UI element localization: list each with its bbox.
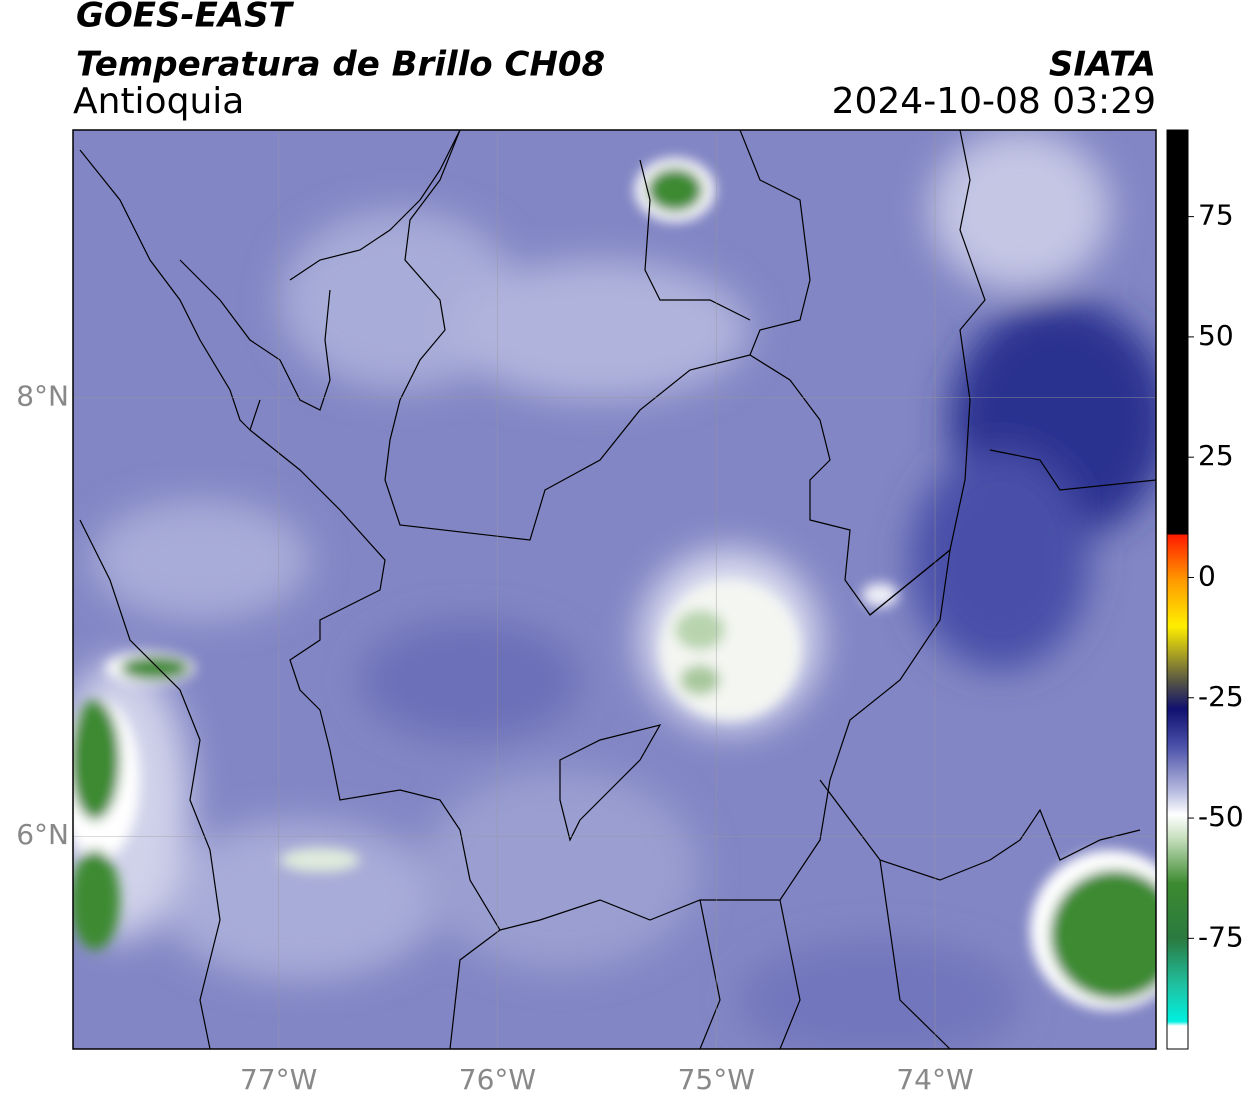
colorbar-tick-label: -50 xyxy=(1198,800,1244,833)
title: GOES-EAST xyxy=(76,0,295,36)
x-tick-label: 74°W xyxy=(896,1063,973,1096)
timestamp: 2024-10-08 03:29 xyxy=(832,81,1156,122)
colorbar-tick-label: -75 xyxy=(1198,920,1244,953)
subtitle: Temperatura de Brillo CH08 xyxy=(76,45,605,85)
grid xyxy=(73,130,1156,1049)
colorbar-tick-label: 25 xyxy=(1198,439,1234,472)
y-tick-label: 6°N xyxy=(16,818,69,851)
colorbar-tick-label: 0 xyxy=(1198,559,1216,592)
colorbar xyxy=(1166,129,1189,1050)
map-image xyxy=(73,130,1156,1049)
boundaries xyxy=(79,130,1156,1049)
colorbar-tick-label: 75 xyxy=(1198,199,1234,232)
region: Antioquia xyxy=(73,81,244,122)
colorbar-tick-label: -25 xyxy=(1198,680,1244,713)
map-frame xyxy=(72,129,1157,1050)
colorbar-tick-label: 50 xyxy=(1198,319,1234,352)
y-tick-label: 8°N xyxy=(16,380,69,413)
x-tick-label: 76°W xyxy=(459,1063,536,1096)
x-tick-label: 77°W xyxy=(240,1063,317,1096)
source: SIATA xyxy=(1049,45,1156,85)
x-tick-label: 75°W xyxy=(678,1063,755,1096)
